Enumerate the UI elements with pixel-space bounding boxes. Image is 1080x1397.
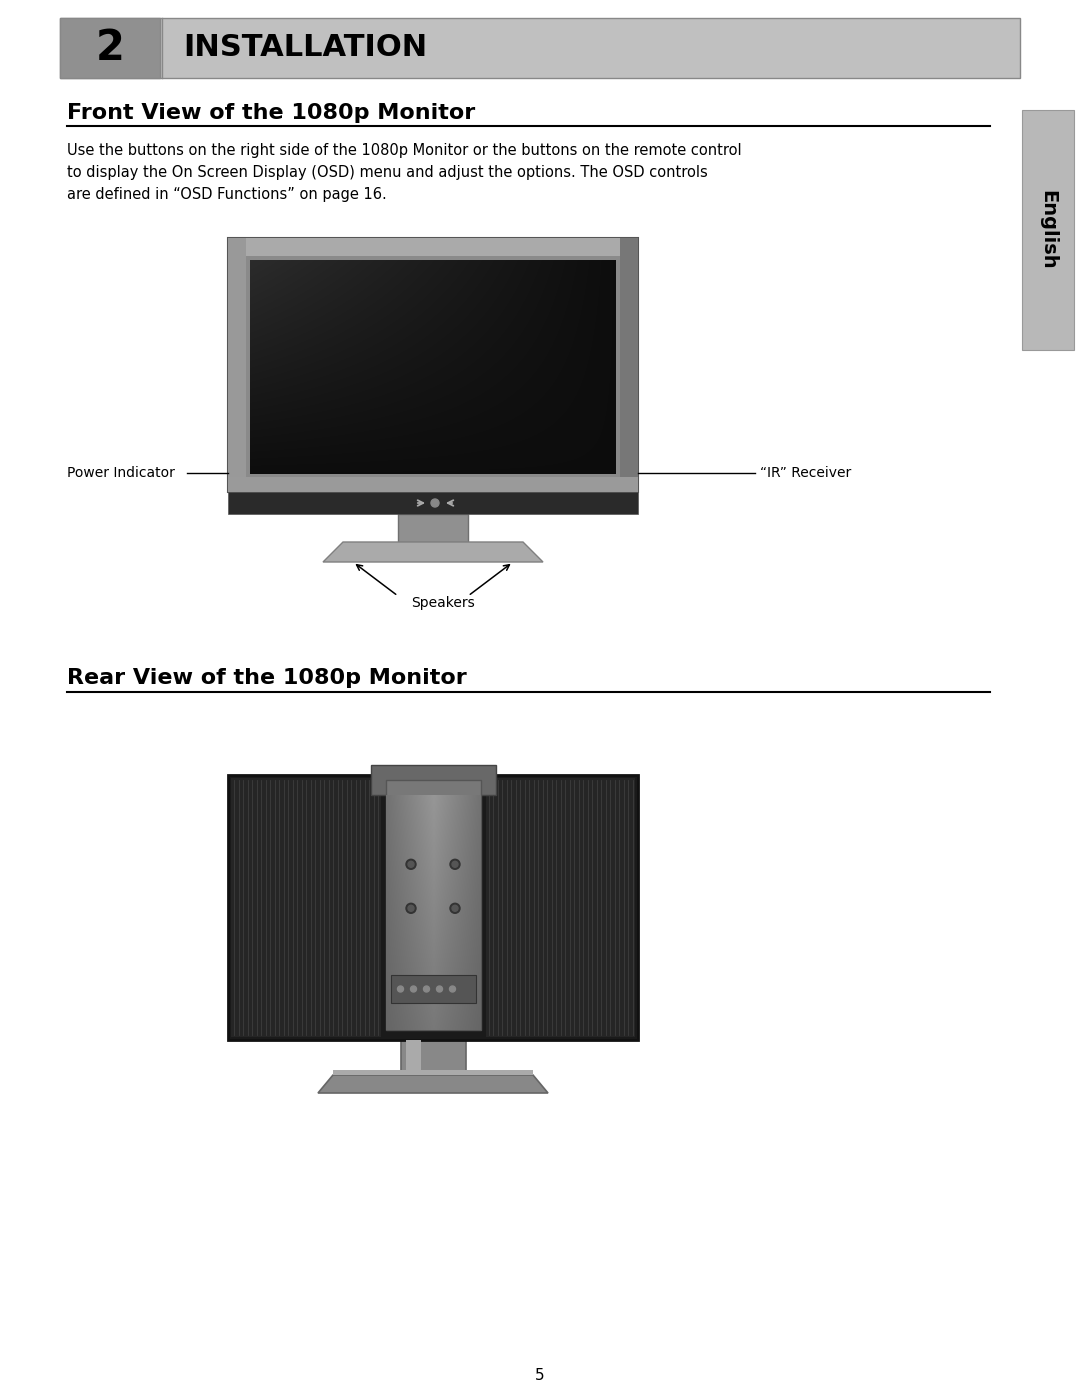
Bar (486, 778, 635, 1037)
Bar (386, 780, 481, 1030)
Text: 2: 2 (95, 27, 124, 68)
Text: Rear View of the 1080p Monitor: Rear View of the 1080p Monitor (67, 668, 467, 687)
Circle shape (408, 905, 414, 911)
Bar (391, 975, 475, 1003)
Bar (620, 237, 638, 492)
Bar (399, 514, 468, 542)
Text: “IR” Receiver: “IR” Receiver (760, 467, 851, 481)
Circle shape (449, 986, 456, 992)
Bar (370, 766, 496, 795)
Bar (228, 237, 246, 492)
Bar (228, 237, 638, 492)
Bar (228, 237, 638, 256)
Bar (231, 778, 380, 1037)
Polygon shape (333, 1070, 534, 1076)
Circle shape (408, 862, 414, 868)
Bar (228, 492, 638, 514)
Bar (228, 476, 638, 492)
Text: 5: 5 (536, 1368, 544, 1383)
Text: English: English (1039, 190, 1057, 270)
Circle shape (406, 859, 416, 869)
Polygon shape (323, 542, 543, 562)
Circle shape (406, 904, 416, 914)
Bar (60, 18, 1020, 78)
Text: Use the buttons on the right side of the 1080p Monitor or the buttons on the rem: Use the buttons on the right side of the… (67, 142, 742, 203)
Circle shape (436, 986, 443, 992)
Circle shape (431, 499, 438, 507)
Bar (60, 18, 160, 78)
Circle shape (453, 905, 458, 911)
Circle shape (450, 904, 460, 914)
Text: Power Indicator: Power Indicator (67, 467, 175, 481)
Text: Speakers: Speakers (411, 597, 475, 610)
Bar (401, 1039, 465, 1076)
Circle shape (423, 986, 430, 992)
Text: INSTALLATION: INSTALLATION (183, 34, 427, 63)
Bar (405, 1039, 420, 1076)
Circle shape (397, 986, 404, 992)
Circle shape (410, 986, 417, 992)
Bar (1022, 110, 1074, 351)
Circle shape (453, 862, 458, 868)
Text: Front View of the 1080p Monitor: Front View of the 1080p Monitor (67, 103, 475, 123)
Bar (228, 775, 638, 1039)
Polygon shape (318, 1076, 548, 1092)
Circle shape (450, 859, 460, 869)
